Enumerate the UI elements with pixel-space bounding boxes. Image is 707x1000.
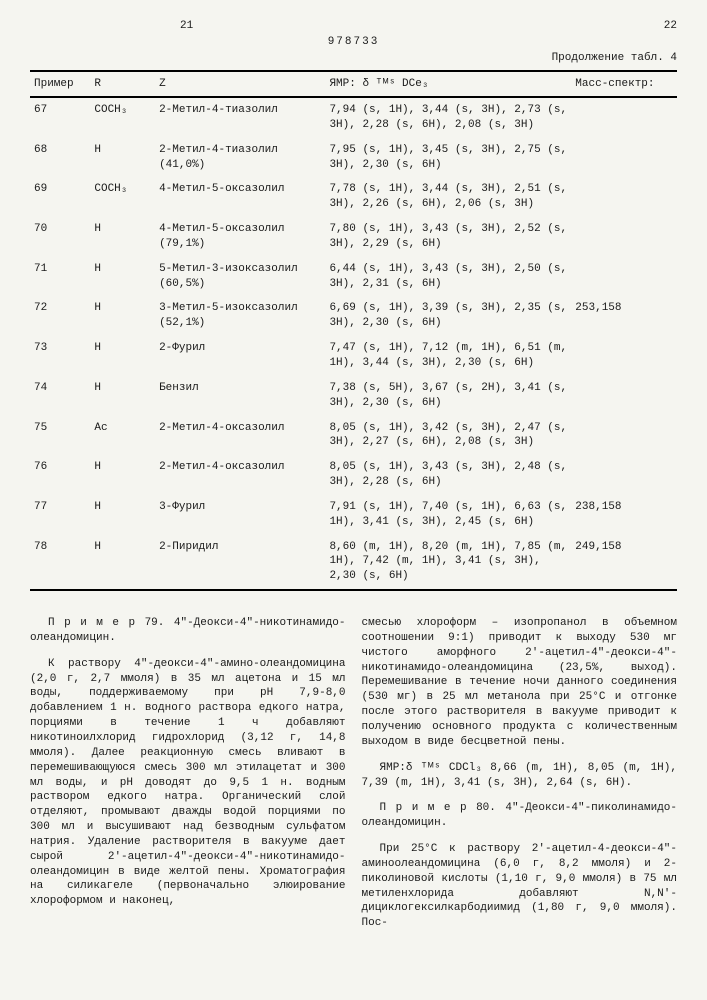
col-header-ms: Масс-спектр: [571,71,677,97]
cell-r: COCH₃ [90,177,155,217]
cell-nmr: 8,05 (s, 1H), 3,42 (s, 3H), 2,47 (s, 3H)… [325,416,571,456]
cell-z: 2-Метил-4-тиазолил [155,97,325,138]
cell-ms [571,455,677,495]
cell-ex: 70 [30,217,90,257]
cell-ex: 78 [30,535,90,591]
cell-nmr: 7,47 (s, 1H), 7,12 (m, 1H), 6,51 (m, 1H)… [325,336,571,376]
data-table: Пример R Z ЯМР: δ ᵀᴹˢ DCе₃ Масс-спектр: … [30,70,677,591]
cell-ms: 253,158 [571,296,677,336]
right-p2-nmr: ЯМР:δ ᵀᴹˢ CDCl₃ 8,66 (m, 1H), 8,05 (m, 1… [362,761,678,791]
cell-nmr: 7,78 (s, 1H), 3,44 (s, 3H), 2,51 (s, 3H)… [325,177,571,217]
cell-ms [571,97,677,138]
cell-ms [571,416,677,456]
table-row: 77H3-Фурил7,91 (s, 1H), 7,40 (s, 1H), 6,… [30,495,677,535]
left-column: П р и м е р 79. 4″-Деокси-4″-никотинамид… [30,605,346,942]
right-p1: смесью хлороформ – изопропанол в объемно… [362,616,678,750]
table-row: 69COCH₃4-Метил-5-оксазолил7,78 (s, 1H), … [30,177,677,217]
cell-r: COCH₃ [90,97,155,138]
cell-r: H [90,455,155,495]
example-80-body: При 25°С к раствору 2′-ацетил-4-деокси-4… [362,842,678,931]
cell-z: 2-Фурил [155,336,325,376]
cell-ms: 249,158 [571,535,677,591]
cell-nmr: 7,80 (s, 1H), 3,43 (s, 3H), 2,52 (s, 3H)… [325,217,571,257]
cell-r: H [90,138,155,178]
col-header-z: Z [155,71,325,97]
cell-ms [571,336,677,376]
cell-z: 2-Метил-4-оксазолил [155,416,325,456]
cell-z: 2-Метил-4-оксазолил [155,455,325,495]
cell-ex: 68 [30,138,90,178]
document-number: 978733 [30,36,677,48]
cell-ms [571,177,677,217]
cell-ex: 76 [30,455,90,495]
cell-nmr: 7,38 (s, 5H), 3,67 (s, 2H), 3,41 (s, 3H)… [325,376,571,416]
cell-ex: 77 [30,495,90,535]
table-row: 76H2-Метил-4-оксазолил8,05 (s, 1H), 3,43… [30,455,677,495]
cell-ex: 73 [30,336,90,376]
cell-r: H [90,336,155,376]
col-header-nmr: ЯМР: δ ᵀᴹˢ DCе₃ [325,71,571,97]
cell-nmr: 8,05 (s, 1H), 3,43 (s, 3H), 2,48 (s, 3H)… [325,455,571,495]
example-79-body: К раствору 4″-деокси-4″-амино-олеандомиц… [30,657,346,909]
cell-z: 3-Фурил [155,495,325,535]
cell-r: Ac [90,416,155,456]
cell-r: H [90,376,155,416]
col-header-r: R [90,71,155,97]
table-row: 67COCH₃2-Метил-4-тиазолил7,94 (s, 1H), 3… [30,97,677,138]
cell-nmr: 7,95 (s, 1H), 3,45 (s, 3H), 2,75 (s, 3H)… [325,138,571,178]
cell-nmr: 7,91 (s, 1H), 7,40 (s, 1H), 6,63 (s, 1H)… [325,495,571,535]
cell-ms [571,138,677,178]
cell-nmr: 6,69 (s, 1H), 3,39 (s, 3H), 2,35 (s, 3H)… [325,296,571,336]
cell-nmr: 7,94 (s, 1H), 3,44 (s, 3H), 2,73 (s, 3H)… [325,97,571,138]
table-row: 68H2-Метил-4-тиазолил (41,0%)7,95 (s, 1H… [30,138,677,178]
cell-z: 2-Метил-4-тиазолил (41,0%) [155,138,325,178]
cell-z: 3-Метил-5-изоксазолил (52,1%) [155,296,325,336]
cell-ms [571,257,677,297]
table-row: 72H3-Метил-5-изоксазолил (52,1%)6,69 (s,… [30,296,677,336]
cell-ex: 72 [30,296,90,336]
cell-ms [571,217,677,257]
cell-r: H [90,535,155,591]
table-continuation-label: Продолжение табл. 4 [30,52,677,64]
cell-ex: 69 [30,177,90,217]
cell-r: H [90,296,155,336]
cell-ms [571,376,677,416]
example-79-title: П р и м е р 79. 4″-Деокси-4″-никотинамид… [30,616,346,646]
cell-ex: 75 [30,416,90,456]
cell-z: 4-Метил-5-оксазолил (79,1%) [155,217,325,257]
body-text-columns: П р и м е р 79. 4″-Деокси-4″-никотинамид… [30,605,677,942]
col-header-example: Пример [30,71,90,97]
table-row: 74HБензил7,38 (s, 5H), 3,67 (s, 2H), 3,4… [30,376,677,416]
table-row: 78H2-Пиридил8,60 (m, 1H), 8,20 (m, 1H), … [30,535,677,591]
table-row: 73H2-Фурил7,47 (s, 1H), 7,12 (m, 1H), 6,… [30,336,677,376]
right-column: смесью хлороформ – изопропанол в объемно… [362,605,678,942]
cell-ms: 238,158 [571,495,677,535]
table-row: 75Ac2-Метил-4-оксазолил8,05 (s, 1H), 3,4… [30,416,677,456]
cell-z: 5-Метил-3-изоксазолил (60,5%) [155,257,325,297]
cell-z: 4-Метил-5-оксазолил [155,177,325,217]
cell-r: H [90,257,155,297]
cell-r: H [90,217,155,257]
cell-nmr: 6,44 (s, 1H), 3,43 (s, 3H), 2,50 (s, 3H)… [325,257,571,297]
cell-ex: 67 [30,97,90,138]
cell-ex: 71 [30,257,90,297]
table-row: 70H4-Метил-5-оксазолил (79,1%)7,80 (s, 1… [30,217,677,257]
page-number-left: 21 [180,20,193,32]
cell-nmr: 8,60 (m, 1H), 8,20 (m, 1H), 7,85 (m, 1H)… [325,535,571,591]
table-row: 71H5-Метил-3-изоксазолил (60,5%)6,44 (s,… [30,257,677,297]
cell-z: 2-Пиридил [155,535,325,591]
cell-r: H [90,495,155,535]
example-80-title: П р и м е р 80. 4″-Деокси-4″-пиколинамид… [362,801,678,831]
cell-ex: 74 [30,376,90,416]
cell-z: Бензил [155,376,325,416]
page-number-right: 22 [664,20,677,32]
